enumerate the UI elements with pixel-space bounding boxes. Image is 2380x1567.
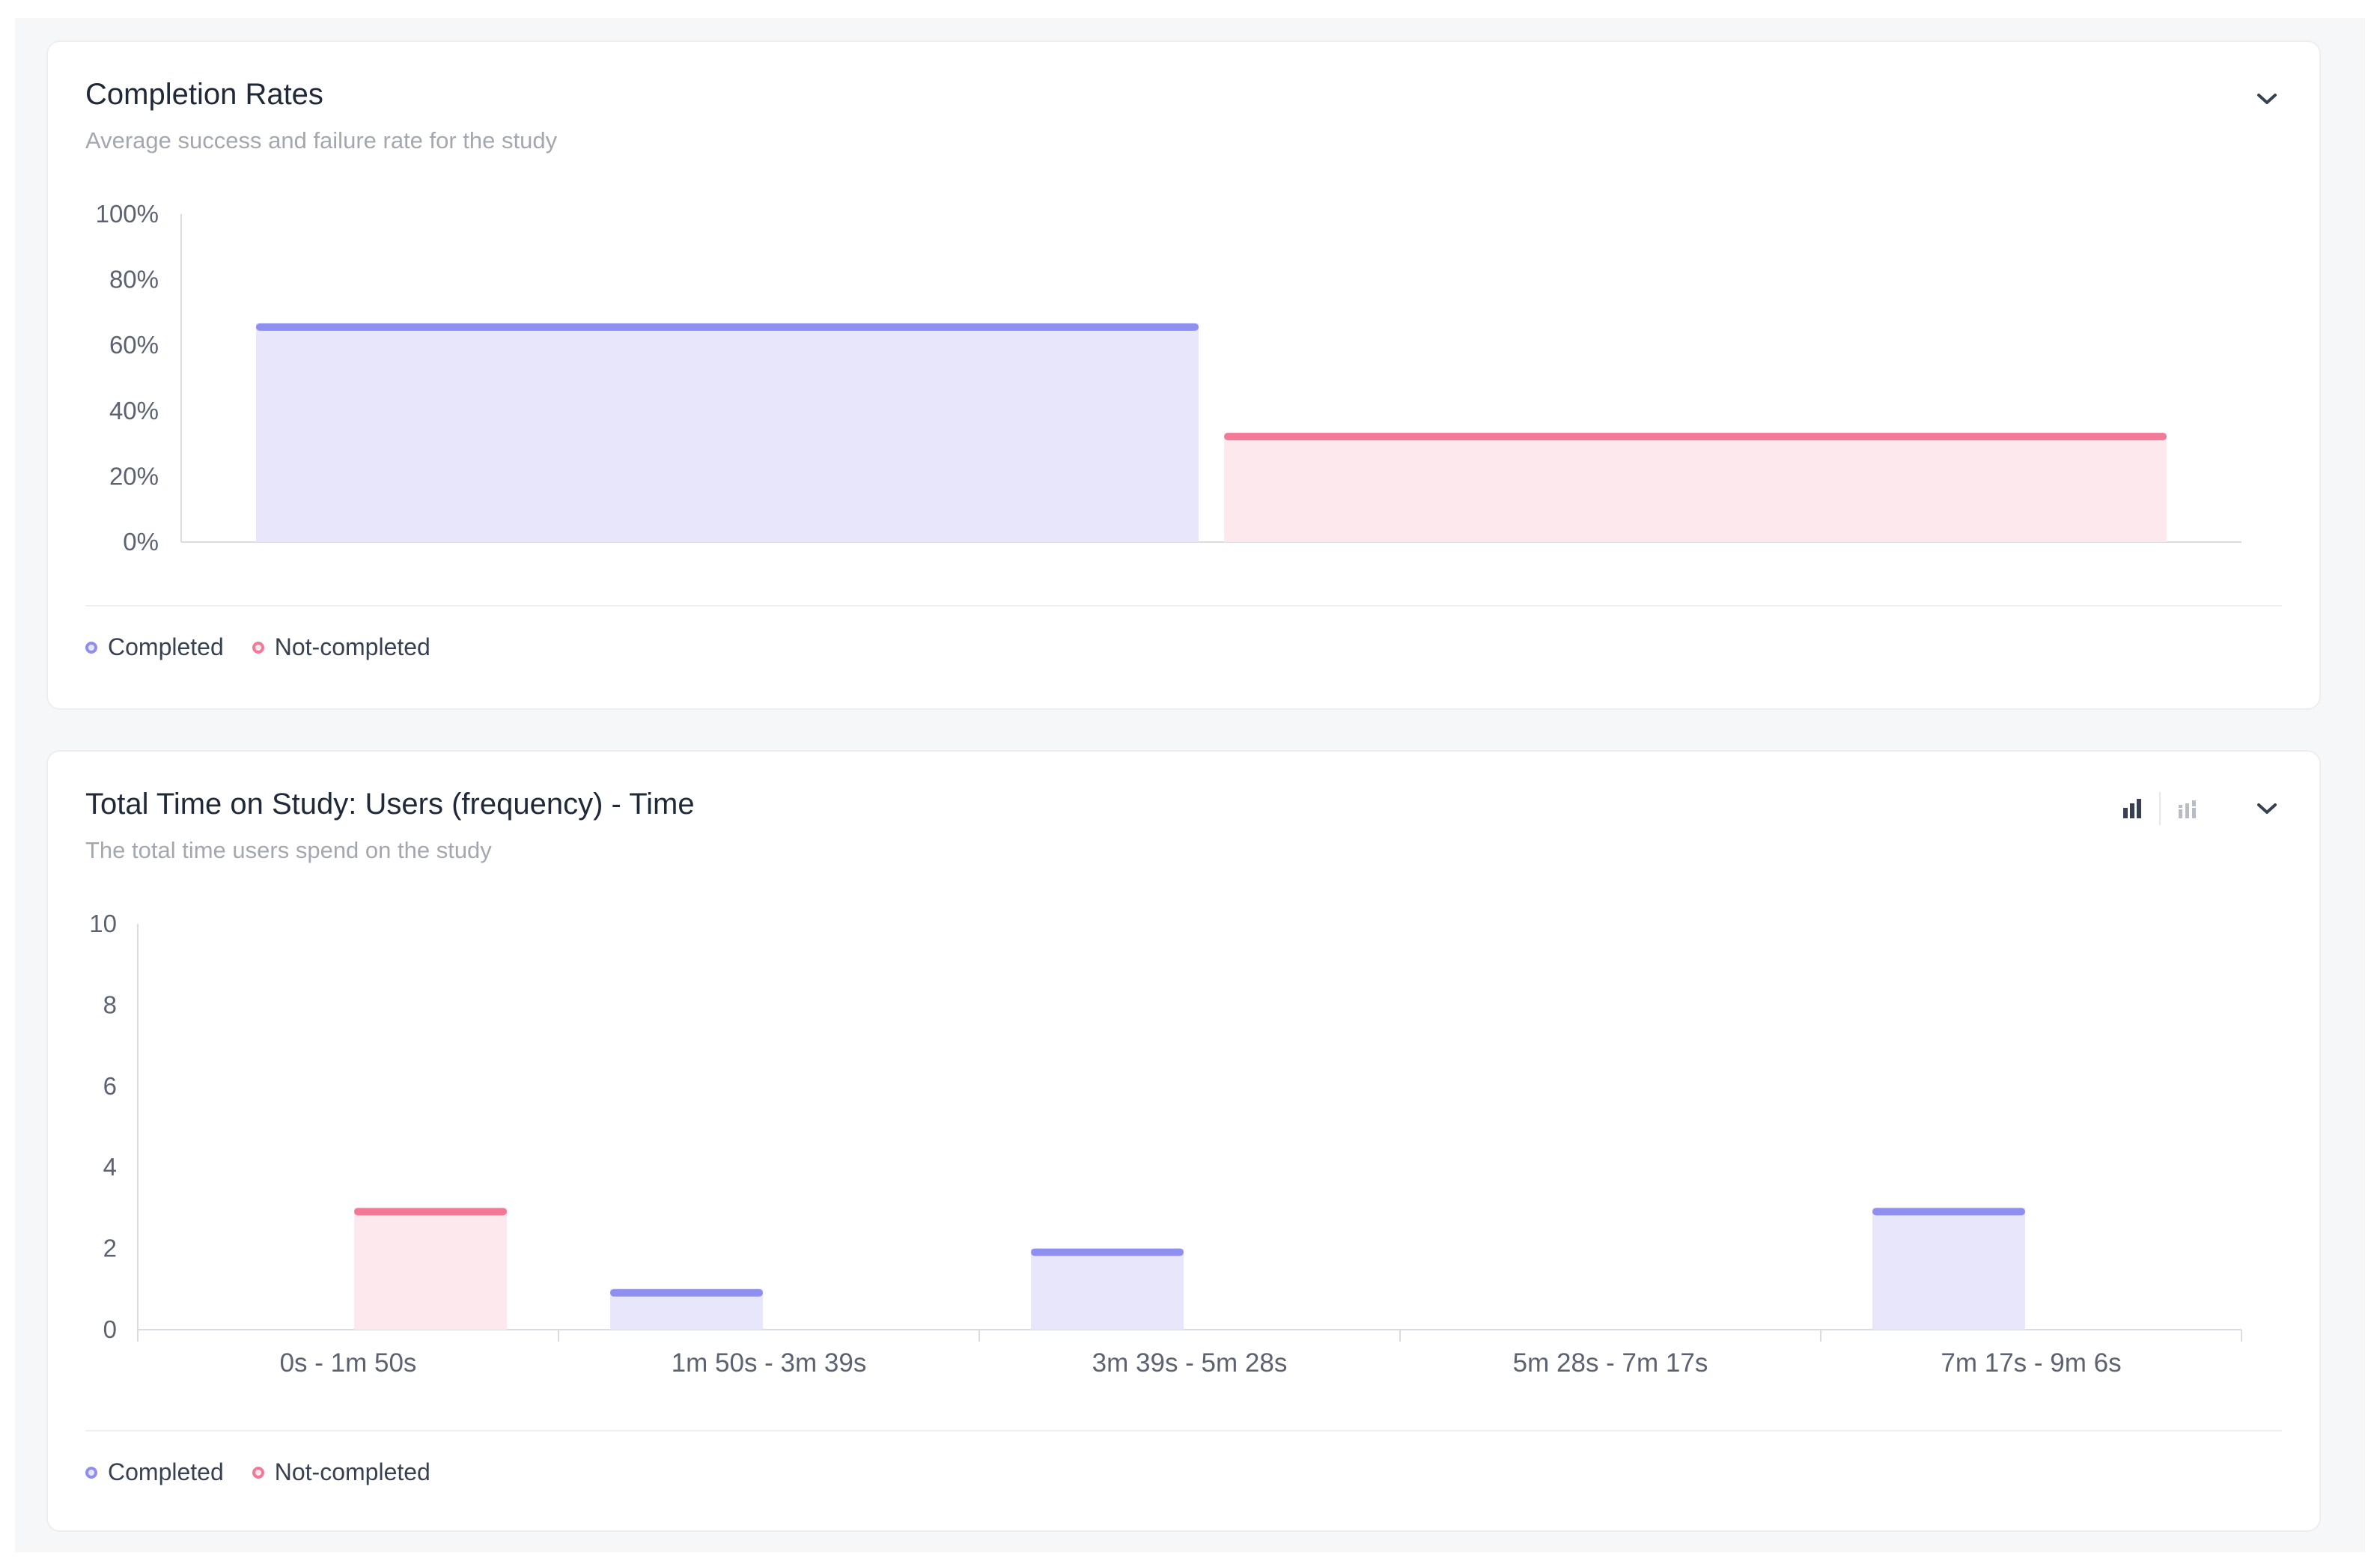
legend-label: Completed [108,633,224,660]
bar-chart-icon[interactable] [2105,789,2159,828]
completed-bar-top [1872,1208,2025,1216]
completed-bar [1872,1208,2025,1330]
not-completed-bar-top [1224,433,2167,441]
y-tick-label: 0% [123,528,159,556]
legend-label: Not-completed [274,633,430,660]
legend: Completed Not-completed [85,633,430,661]
y-tick-label: 4 [103,1153,117,1181]
y-tick-label: 40% [109,397,159,425]
card-title: Total Time on Study: Users (frequency) -… [85,788,695,821]
divider [85,1430,2282,1431]
toolbar-separator [2159,792,2161,825]
total-time-card: Total Time on Study: Users (frequency) -… [46,750,2321,1532]
completion-rates-chart: 0% 20% 40% 60% 80% 100% [96,200,2241,556]
histogram-icon[interactable] [2161,789,2215,828]
x-tick-label: 1m 50s - 3m 39s [672,1348,867,1378]
completed-bar-top [610,1288,763,1297]
legend: Completed Not-completed [85,1458,430,1486]
not-completed-dot-icon [252,641,264,654]
y-tick-label: 0 [103,1315,117,1343]
not-completed-bar-top [354,1208,507,1216]
legend-label: Completed [108,1458,224,1485]
not-completed-bar [354,1208,507,1330]
card-subtitle: Average success and failure rate for the… [85,127,558,153]
chevron-down-icon[interactable] [2252,84,2282,114]
legend-item-completed[interactable]: Completed [85,633,224,661]
not-completed-bar [1224,433,2167,542]
completed-bar [256,323,1199,542]
legend-item-not-completed[interactable]: Not-completed [252,633,430,661]
x-tick-label: 7m 17s - 9m 6s [1941,1348,2121,1378]
completion-rates-card: Completion Rates Average success and fai… [46,40,2321,710]
x-tick-label: 0s - 1m 50s [280,1348,417,1378]
not-completed-dot-icon [252,1466,264,1479]
y-tick-label: 20% [109,462,159,490]
divider [85,605,2282,606]
chart-view-toolbar [2105,789,2215,828]
y-tick-label: 80% [109,266,159,293]
total-time-chart: 0 2 4 6 8 10 0s - 1m 50s 1m 50s - 3m 39s 3m 39s … [89,910,2242,1378]
completed-bar-top [1031,1248,1184,1256]
legend-label: Not-completed [274,1458,430,1485]
y-tick-label: 100% [96,200,159,228]
legend-item-not-completed[interactable]: Not-completed [252,1458,430,1486]
completed-bar [1031,1248,1184,1330]
card-title: Completion Rates [85,78,323,111]
y-tick-label: 8 [103,991,117,1018]
x-tick-label: 3m 39s - 5m 28s [1092,1348,1288,1378]
completed-bar-top [256,323,1199,331]
legend-item-completed[interactable]: Completed [85,1458,224,1486]
card-subtitle: The total time users spend on the study [85,837,492,863]
y-tick-label: 6 [103,1072,117,1100]
y-tick-label: 2 [103,1235,117,1262]
chevron-down-icon[interactable] [2252,794,2282,824]
x-tick-label: 5m 28s - 7m 17s [1513,1348,1708,1378]
y-tick-label: 10 [89,910,117,937]
completed-dot-icon [85,1466,97,1479]
completed-dot-icon [85,641,97,654]
y-tick-label: 60% [109,331,159,359]
